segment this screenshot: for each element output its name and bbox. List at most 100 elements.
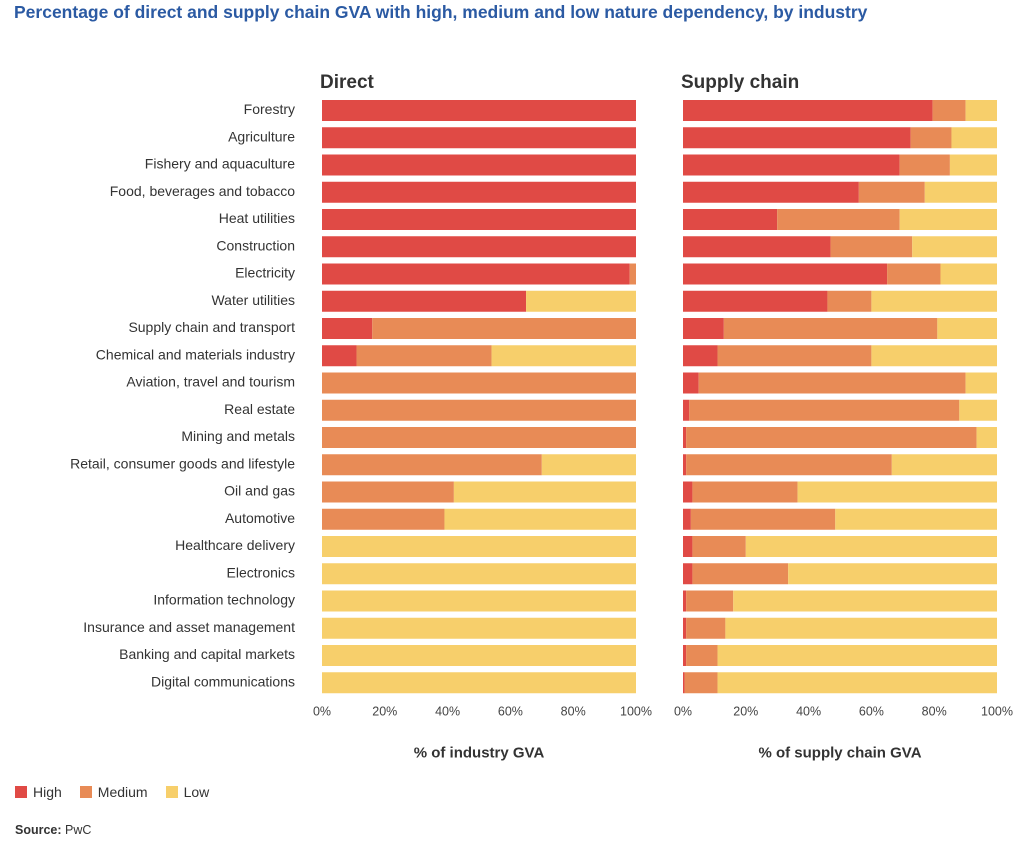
supply-chain-bar-medium [698, 372, 966, 394]
direct-bar-high [322, 209, 636, 230]
legend-item-high[interactable]: High [15, 784, 62, 800]
direct-bar-medium [322, 481, 454, 503]
supply-chain-bar-medium [899, 154, 950, 176]
direct-bar-medium [322, 399, 636, 421]
direct-bar-high [322, 100, 636, 121]
category-label: Chemical and materials industry [96, 346, 295, 362]
legend-item-low[interactable]: Low [165, 784, 210, 800]
category-label: Fishery and aquaculture [145, 156, 295, 172]
supply-chain-bar-low [725, 617, 997, 639]
supply-chain-bar-high [683, 154, 900, 176]
supply-chain-bar-medium [692, 563, 789, 585]
direct-bar-medium [322, 508, 445, 530]
supply-chain-bar-low [940, 263, 997, 285]
supply-chain-bar-low [835, 508, 997, 530]
direct-bar-low [444, 508, 636, 530]
direct-bar-medium [372, 318, 636, 339]
supply-chain-bar-high [683, 645, 687, 666]
category-label: Electronics [227, 564, 295, 580]
legend-label-high: High [33, 784, 62, 800]
direct-bar-medium [322, 427, 636, 448]
supply-chain-bar-medium [723, 318, 938, 339]
supply-chain-x-axis-label: % of supply chain GVA [758, 744, 921, 761]
direct-bar-medium [322, 372, 636, 394]
supply-chain-bar-low [788, 563, 997, 585]
direct-bar-low [453, 481, 636, 503]
direct-bar-high [322, 154, 636, 176]
supply-chain-x-tick-label: 0% [674, 704, 692, 718]
legend-swatch-high [15, 786, 27, 798]
direct-bar-high [322, 263, 630, 285]
direct-bar-low [526, 290, 636, 312]
supply-chain-bar-medium [689, 399, 960, 421]
direct-bar-high [322, 345, 357, 367]
category-label: Real estate [224, 401, 295, 417]
legend-swatch-medium [79, 786, 92, 798]
category-label: Banking and capital markets [119, 646, 295, 662]
legend: High Medium Low [15, 784, 227, 800]
category-label: Construction [216, 237, 295, 253]
category-label: Automotive [225, 510, 295, 526]
supply-chain-bar-high [683, 236, 831, 258]
source-note: Source: PwC [15, 823, 91, 837]
supply-chain-bar-medium [690, 508, 836, 530]
supply-chain-bar-low [733, 590, 997, 612]
legend-item-medium[interactable]: Medium [79, 784, 148, 800]
legend-label-low: Low [183, 784, 210, 800]
supply-chain-bar-low [871, 290, 997, 312]
category-label: Information technology [153, 592, 295, 608]
direct-bar-low [322, 672, 636, 694]
supply-chain-bar-low [912, 236, 997, 258]
direct-bar-low [491, 345, 636, 367]
supply-chain-bar-medium [827, 290, 872, 312]
direct-x-tick-label: 60% [498, 704, 523, 718]
supply-chain-bar-high [683, 590, 687, 612]
supply-chain-bar-low [965, 372, 997, 394]
supply-chain-bar-medium [717, 345, 872, 367]
direct-x-tick-label: 40% [435, 704, 460, 718]
supply-chain-bar-medium [686, 617, 726, 639]
supply-chain-bar-medium [686, 454, 892, 476]
supply-chain-bar-low [899, 209, 997, 230]
direct-bar-medium [356, 345, 492, 367]
direct-bar-low [322, 645, 636, 666]
category-label: Electricity [235, 265, 295, 281]
supply-chain-bar-high [683, 345, 718, 367]
category-label: Forestry [244, 101, 295, 117]
direct-bar-medium [322, 454, 542, 476]
supply-chain-bar-medium [887, 263, 941, 285]
supply-chain-bar-high [683, 508, 691, 530]
legend-swatch-low [165, 786, 178, 798]
direct-x-tick-label: 80% [561, 704, 586, 718]
direct-x-axis-label: % of industry GVA [414, 744, 545, 761]
supply-chain-bar-high [683, 263, 888, 285]
category-label: Heat utilities [219, 210, 295, 226]
category-label: Water utilities [211, 292, 295, 308]
supply-chain-bar-high [683, 481, 693, 503]
direct-bar-high [322, 290, 527, 312]
category-label: Agriculture [228, 128, 295, 144]
supply-chain-bar-high [683, 427, 687, 448]
supply-chain-bar-medium [692, 536, 746, 557]
supply-chain-bar-low [871, 345, 997, 367]
source-text: PwC [65, 823, 92, 837]
supply-chain-bar-medium [858, 181, 925, 203]
direct-x-tick-label: 20% [372, 704, 397, 718]
supply-chain-bar-high [683, 290, 828, 312]
direct-bar-low [322, 563, 636, 585]
supply-chain-bar-high [683, 372, 699, 394]
supply-chain-bar-medium [932, 100, 966, 121]
direct-bar-low [322, 536, 636, 557]
direct-bar-low [541, 454, 636, 476]
supply-chain-bar-low [965, 100, 997, 121]
category-label: Digital communications [151, 673, 295, 689]
chart-title: Percentage of direct and supply chain GV… [14, 2, 868, 22]
supply-chain-bar-high [683, 454, 687, 476]
direct-bar-low [322, 617, 636, 639]
supply-chain-bar-high [683, 617, 687, 639]
supply-chain-x-tick-label: 20% [733, 704, 758, 718]
category-label: Retail, consumer goods and lifestyle [70, 455, 295, 471]
supply-chain-bar-low [949, 154, 997, 176]
supply-chain-bar-medium [692, 481, 798, 503]
